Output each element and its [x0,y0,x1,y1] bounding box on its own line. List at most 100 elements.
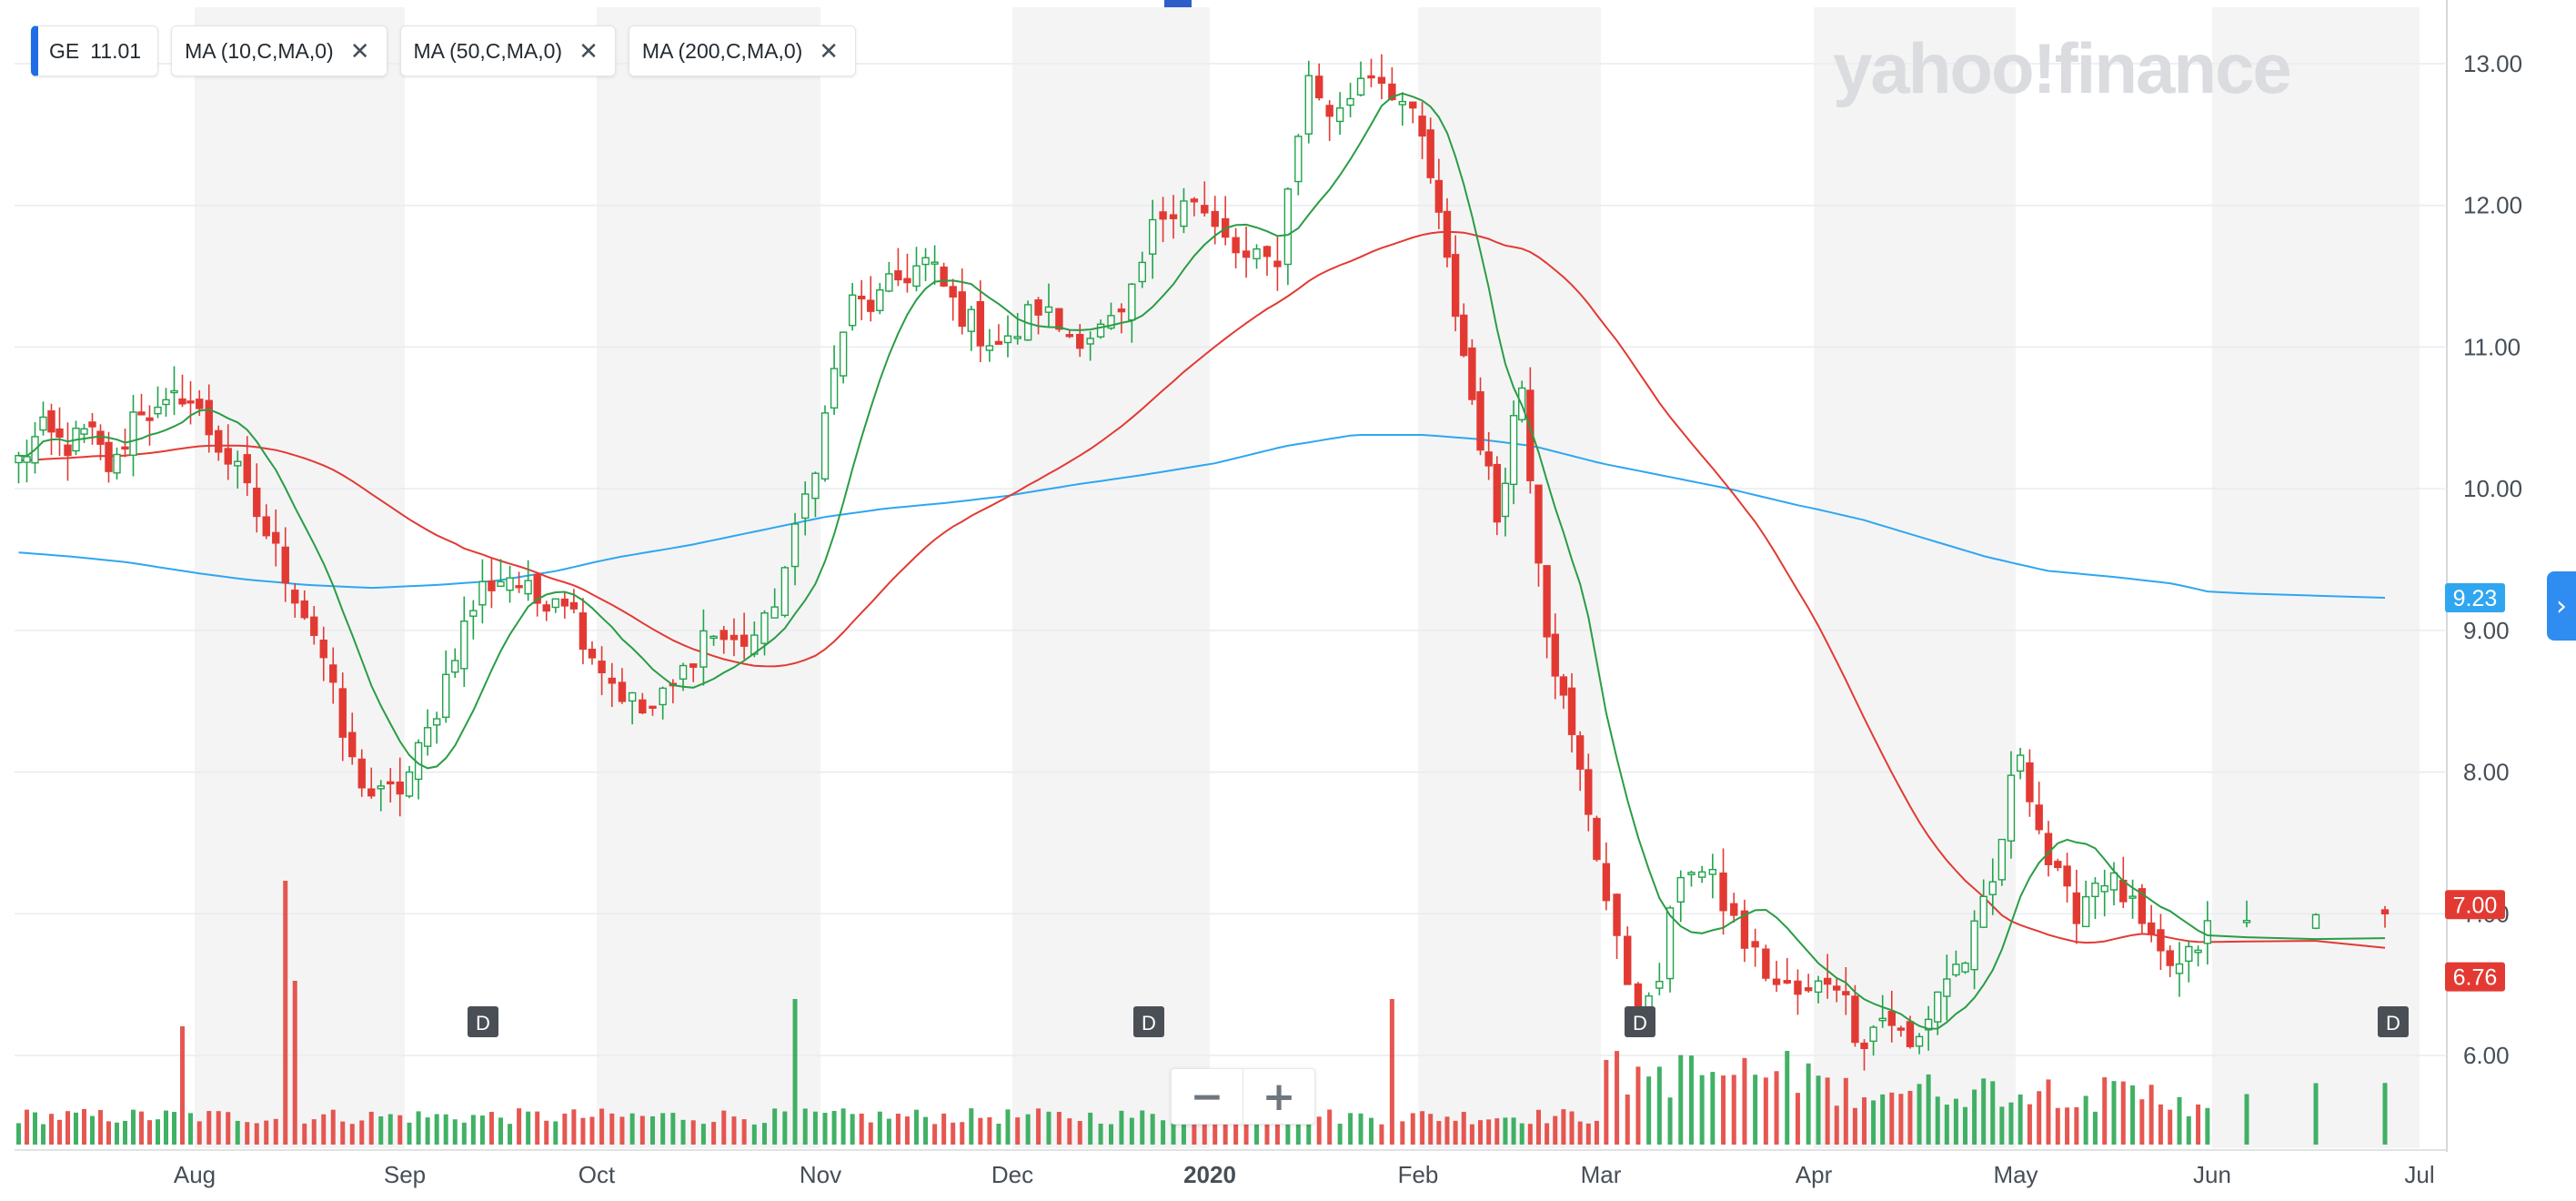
volume-bar [1444,1116,1450,1145]
volume-bar [914,1109,919,1145]
candle [396,757,404,817]
ma10-line [18,92,2386,1030]
volume-bar [1594,1120,1599,1145]
legend-chip-ma10[interactable]: MA (10,C,MA,0) ✕ [171,25,387,76]
candle [1887,990,1896,1043]
volume-bar [599,1108,605,1145]
month-band [1814,7,2016,1148]
candle [1783,958,1791,984]
volume-bar [1635,1066,1641,1145]
x-tick-labels: Aug Sep Oct Nov Dec 2020 Feb Mar Apr May Jun Jul [174,1161,2435,1188]
zoom-in-button[interactable]: + [1262,1073,1296,1120]
legend-symbol-ticker: GE [49,38,80,63]
candle [1842,966,1850,1015]
x-tick-label: Feb [1398,1161,1439,1188]
volume-bar [292,981,297,1145]
volume-bar [1545,1123,1550,1145]
dividend-marker[interactable]: D [468,1006,498,1037]
candle [2072,869,2081,944]
legend-ma10-label: MA (10,C,MA,0) [185,38,334,63]
volume-bar [1935,1096,1940,1145]
dividend-marker[interactable]: D [1625,1006,1655,1037]
candle [1762,944,1770,982]
volume-bar [1098,1123,1103,1145]
volume-bar [98,1110,103,1145]
candle [2100,869,2108,917]
volume-bar [1486,1119,1492,1145]
legend-chip-ma200[interactable]: MA (200,C,MA,0) ✕ [628,25,857,76]
volume-bar [792,999,798,1145]
candle [2128,879,2137,919]
volume-bar [619,1116,625,1145]
legend-chip-ma50[interactable]: MA (50,C,MA,0) ✕ [399,25,616,76]
candle [1997,838,2007,886]
volume-bar [639,1115,645,1145]
candle [460,596,468,687]
price-badge: 9.23 [2445,583,2505,613]
volume-bar [1753,1075,1758,1145]
candle [367,767,376,799]
candle [931,245,939,285]
expand-panel-button[interactable]: › [2547,571,2576,641]
volume-bar [1871,1100,1877,1145]
volume-bar [1088,1112,1093,1145]
candle [506,565,514,603]
dividend-marker[interactable]: D [1133,1006,1164,1037]
legend-symbol-price: 11.01 [90,38,142,63]
volume-bar [2055,1107,2060,1145]
volume-bar [822,1113,828,1145]
candle [23,439,31,483]
candle [64,422,72,481]
volume-bar [16,1123,21,1145]
candle [689,663,698,682]
volume-bar [397,1115,403,1145]
remove-ma200-icon[interactable]: ✕ [819,37,840,65]
candle [39,401,47,436]
candle [262,504,270,540]
volume-bar [180,1026,185,1145]
volume-bar [2083,1095,2088,1145]
candle [215,425,223,461]
volume-bar [498,1117,503,1145]
volume-bar [1410,1113,1415,1145]
legend-chip-symbol[interactable]: GE 11.01 [31,25,159,76]
y-tick-label: 10.00 [2463,475,2522,502]
candle [903,253,911,293]
remove-ma50-icon[interactable]: ✕ [579,37,599,65]
remove-ma10-icon[interactable]: ✕ [349,37,370,65]
volume-bar [1731,1075,1736,1145]
candle [310,605,318,645]
volume-bar [1077,1121,1082,1145]
candle [1970,910,1978,990]
candle [885,261,893,293]
candle [2157,913,2165,971]
candle [2035,782,2043,834]
volume-bar [1577,1121,1583,1145]
candle [414,739,423,800]
volume-bar [571,1109,577,1145]
range-handle[interactable] [1164,0,1192,7]
volume-bar [196,1121,202,1145]
x-tick-label: May [1993,1161,2038,1188]
candle [2016,747,2025,780]
volume-bar [535,1111,540,1145]
zoom-out-button[interactable]: − [1190,1073,1224,1120]
candle [994,324,1003,345]
volume-bar [1953,1098,1958,1145]
candle [1897,1025,1906,1037]
month-band [1012,7,1210,1148]
candle [551,598,559,613]
volume-bar [147,1120,152,1145]
candle [129,394,137,477]
volume-bar [1898,1094,1904,1145]
candle [243,436,251,497]
candle [488,558,496,609]
candle [760,610,769,656]
candle [1585,753,1593,832]
dividend-marker[interactable]: D [2378,1006,2409,1037]
candle [1304,60,1313,144]
volume-bar [340,1121,346,1145]
candle [1117,303,1126,334]
